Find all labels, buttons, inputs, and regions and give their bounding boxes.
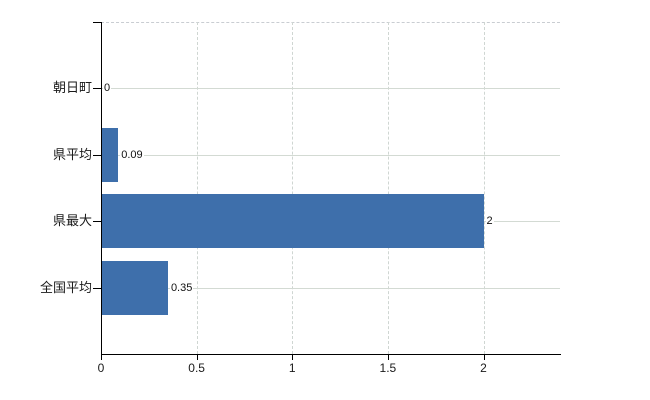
bar	[102, 194, 484, 249]
vertical-gridline	[483, 22, 485, 354]
y-axis-tick	[93, 88, 101, 90]
category-label: 県最大	[52, 213, 92, 229]
bar-value-label: 0.35	[169, 280, 194, 295]
vertical-gridline	[196, 22, 198, 354]
x-axis-tick-label: 0.5	[188, 361, 205, 375]
category-label: 県平均	[52, 146, 92, 162]
horizontal-gridline	[101, 287, 560, 289]
plot-top-border	[101, 22, 560, 23]
x-axis-tick	[387, 355, 389, 360]
x-axis-tick-label: 1.5	[379, 361, 397, 375]
y-axis-tick	[93, 154, 101, 156]
x-axis-tick-label: 1	[288, 361, 296, 375]
x-axis-tick-label: 2	[480, 361, 487, 375]
x-axis-tick-label: 0	[97, 361, 105, 375]
bar-value-label: 0.09	[120, 147, 144, 162]
horizontal-gridline	[101, 154, 560, 156]
y-axis-tick	[93, 287, 101, 289]
y-axis-line	[101, 22, 102, 355]
x-axis-tick	[196, 355, 198, 360]
x-axis-tick	[292, 355, 294, 360]
x-axis-line	[101, 354, 561, 355]
x-axis-tick	[483, 355, 485, 360]
bar	[102, 260, 168, 315]
bar-value-label: 0	[103, 81, 112, 96]
y-axis-tick	[93, 221, 101, 223]
bar-value-label: 2	[485, 214, 494, 229]
vertical-gridline	[292, 22, 294, 354]
y-axis-top-tick	[93, 22, 101, 23]
bar	[102, 127, 119, 182]
plot-area: 0 0.09 2 0.35	[101, 22, 560, 354]
horizontal-gridline	[101, 88, 560, 90]
x-axis-tick	[101, 355, 102, 360]
vertical-gridline	[387, 22, 389, 354]
category-label: 朝日町	[52, 80, 92, 96]
category-label: 全国平均	[39, 279, 92, 295]
